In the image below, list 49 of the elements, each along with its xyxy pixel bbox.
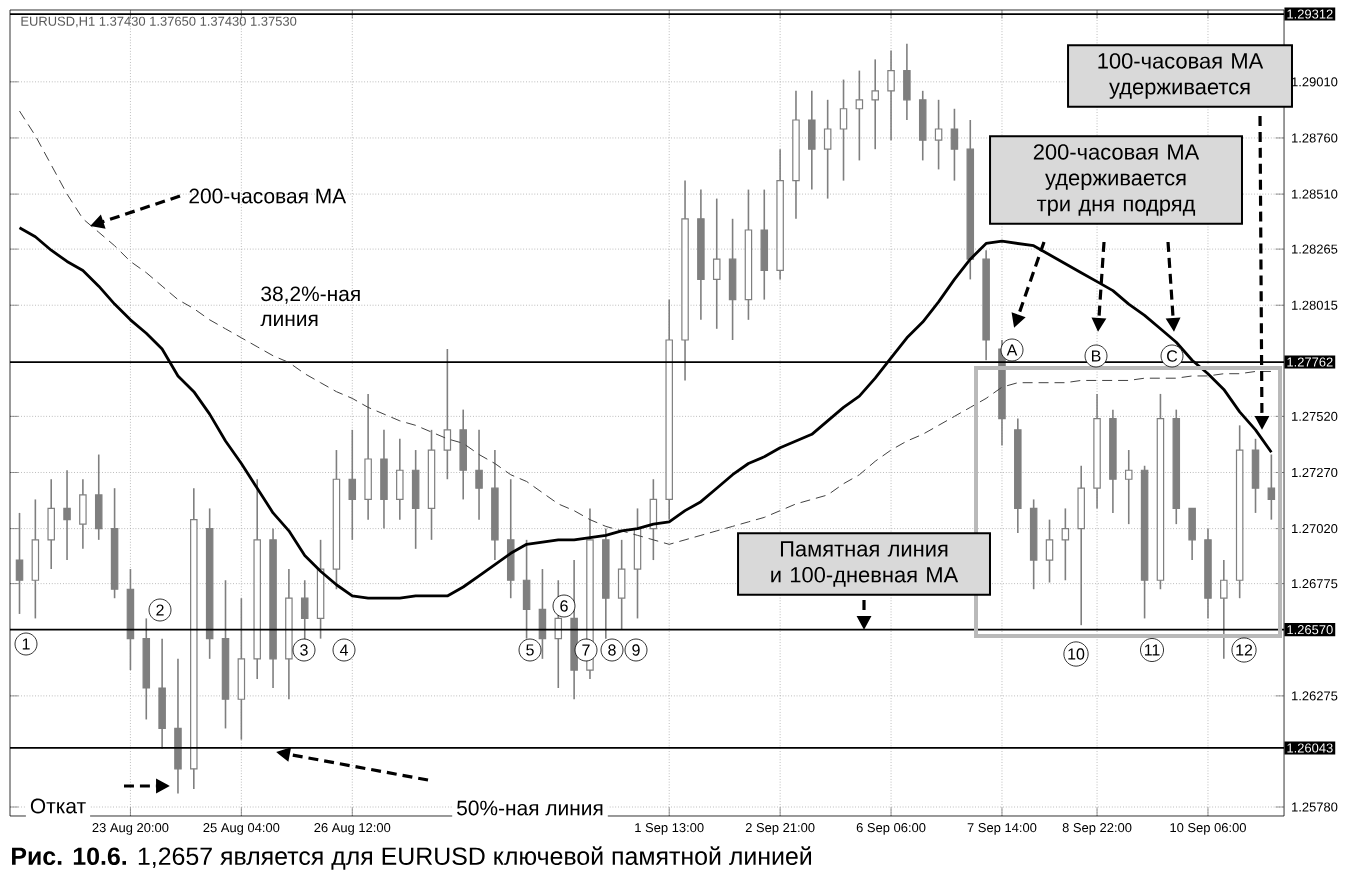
candlestick bbox=[903, 42, 911, 121]
candlestick bbox=[348, 429, 357, 541]
annotation: 38,2%-ная линия bbox=[260, 286, 360, 327]
candlestick bbox=[934, 99, 943, 171]
candlestick bbox=[887, 49, 895, 142]
candlestick bbox=[855, 69, 864, 162]
candlestick bbox=[380, 429, 388, 530]
candlestick bbox=[475, 429, 483, 521]
candlestick bbox=[1045, 518, 1054, 584]
annotation: Памятная линия и 100-дневная MA bbox=[771, 541, 959, 587]
candlestick bbox=[760, 188, 769, 301]
candlestick bbox=[950, 107, 959, 182]
candlestick bbox=[15, 512, 24, 615]
text: Рис. 10.6. 1,2657 является для EURUSD ключевой памятной линией bbox=[12, 846, 812, 870]
candlestick bbox=[63, 469, 71, 561]
candlestick bbox=[47, 478, 55, 570]
candlestick bbox=[396, 438, 404, 521]
candlestick bbox=[728, 217, 737, 341]
candlestick bbox=[1124, 449, 1133, 525]
annotation: Откат bbox=[30, 798, 86, 814]
candlestick bbox=[871, 58, 879, 150]
candlestick bbox=[31, 498, 40, 620]
candlestick bbox=[411, 449, 420, 550]
annotation: 50%-ная линия bbox=[457, 800, 603, 816]
candlestick bbox=[918, 90, 927, 162]
candlestick bbox=[1077, 464, 1085, 626]
candlestick bbox=[823, 99, 832, 200]
candlestick bbox=[459, 408, 467, 501]
candlestick bbox=[1220, 559, 1228, 660]
candlestick bbox=[712, 197, 721, 330]
candlestick bbox=[506, 478, 515, 600]
candlestick bbox=[79, 478, 87, 550]
annotation: 100-часовая MA удерживается bbox=[1098, 53, 1264, 99]
candlestick bbox=[522, 539, 531, 640]
candlestick bbox=[1267, 453, 1276, 521]
candlestick bbox=[839, 78, 848, 182]
candlestick bbox=[808, 90, 816, 191]
candlestick bbox=[443, 348, 452, 481]
annotation: 200-часовая MA удерживается три дня подряд bbox=[1033, 144, 1200, 216]
candlestick bbox=[237, 597, 246, 741]
candlestick bbox=[174, 658, 182, 795]
candlestick bbox=[158, 637, 166, 750]
candlestick bbox=[1188, 507, 1196, 561]
candlestick bbox=[94, 453, 103, 541]
candlestick bbox=[1061, 507, 1070, 582]
annotation: 200-часовая MA bbox=[189, 188, 347, 204]
candlestick bbox=[617, 539, 626, 631]
candlestick bbox=[364, 393, 372, 521]
candlestick bbox=[1251, 438, 1260, 514]
